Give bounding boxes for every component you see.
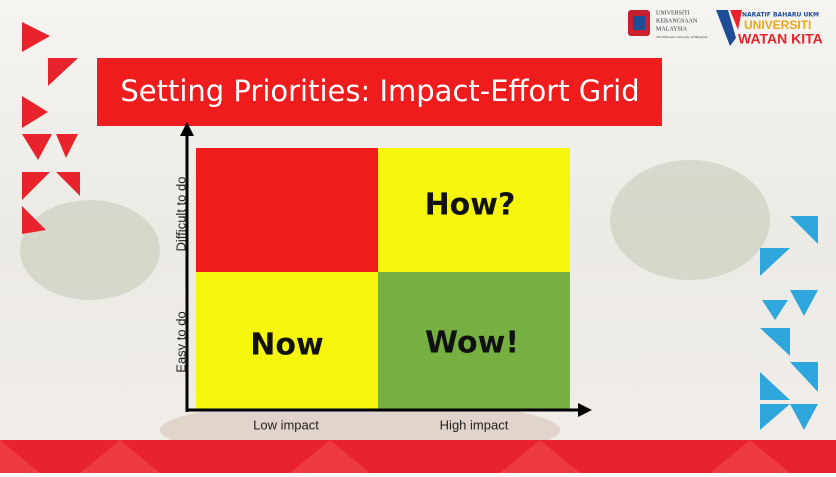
logo-text: MALAYSIA <box>656 26 688 32</box>
quadrant-label: Wow! <box>425 326 519 361</box>
logo-text: WATAN KITA <box>738 31 823 47</box>
quadrant-label: How? <box>425 188 516 223</box>
y-axis-label: Difficult to do <box>173 177 188 252</box>
x-axis-label: Low impact <box>253 417 319 432</box>
quadrant-label: Now <box>250 328 323 363</box>
logo-text: UNIVERSITI <box>656 10 690 16</box>
slide: UNIVERSITI KEBANGSAAN MALAYSIA The Natio… <box>0 0 836 473</box>
title: Setting Priorities: Impact-Effort Grid <box>120 74 639 108</box>
y-axis-label: Easy to do <box>173 311 188 372</box>
x-axis-label: High impact <box>440 417 509 432</box>
quadrant <box>196 148 378 272</box>
logo-tagline: The National University of Malaysia <box>656 35 708 39</box>
page: UNIVERSITI KEBANGSAAN MALAYSIA The Natio… <box>0 0 836 473</box>
logo-text: KEBANGSAAN <box>656 18 698 24</box>
